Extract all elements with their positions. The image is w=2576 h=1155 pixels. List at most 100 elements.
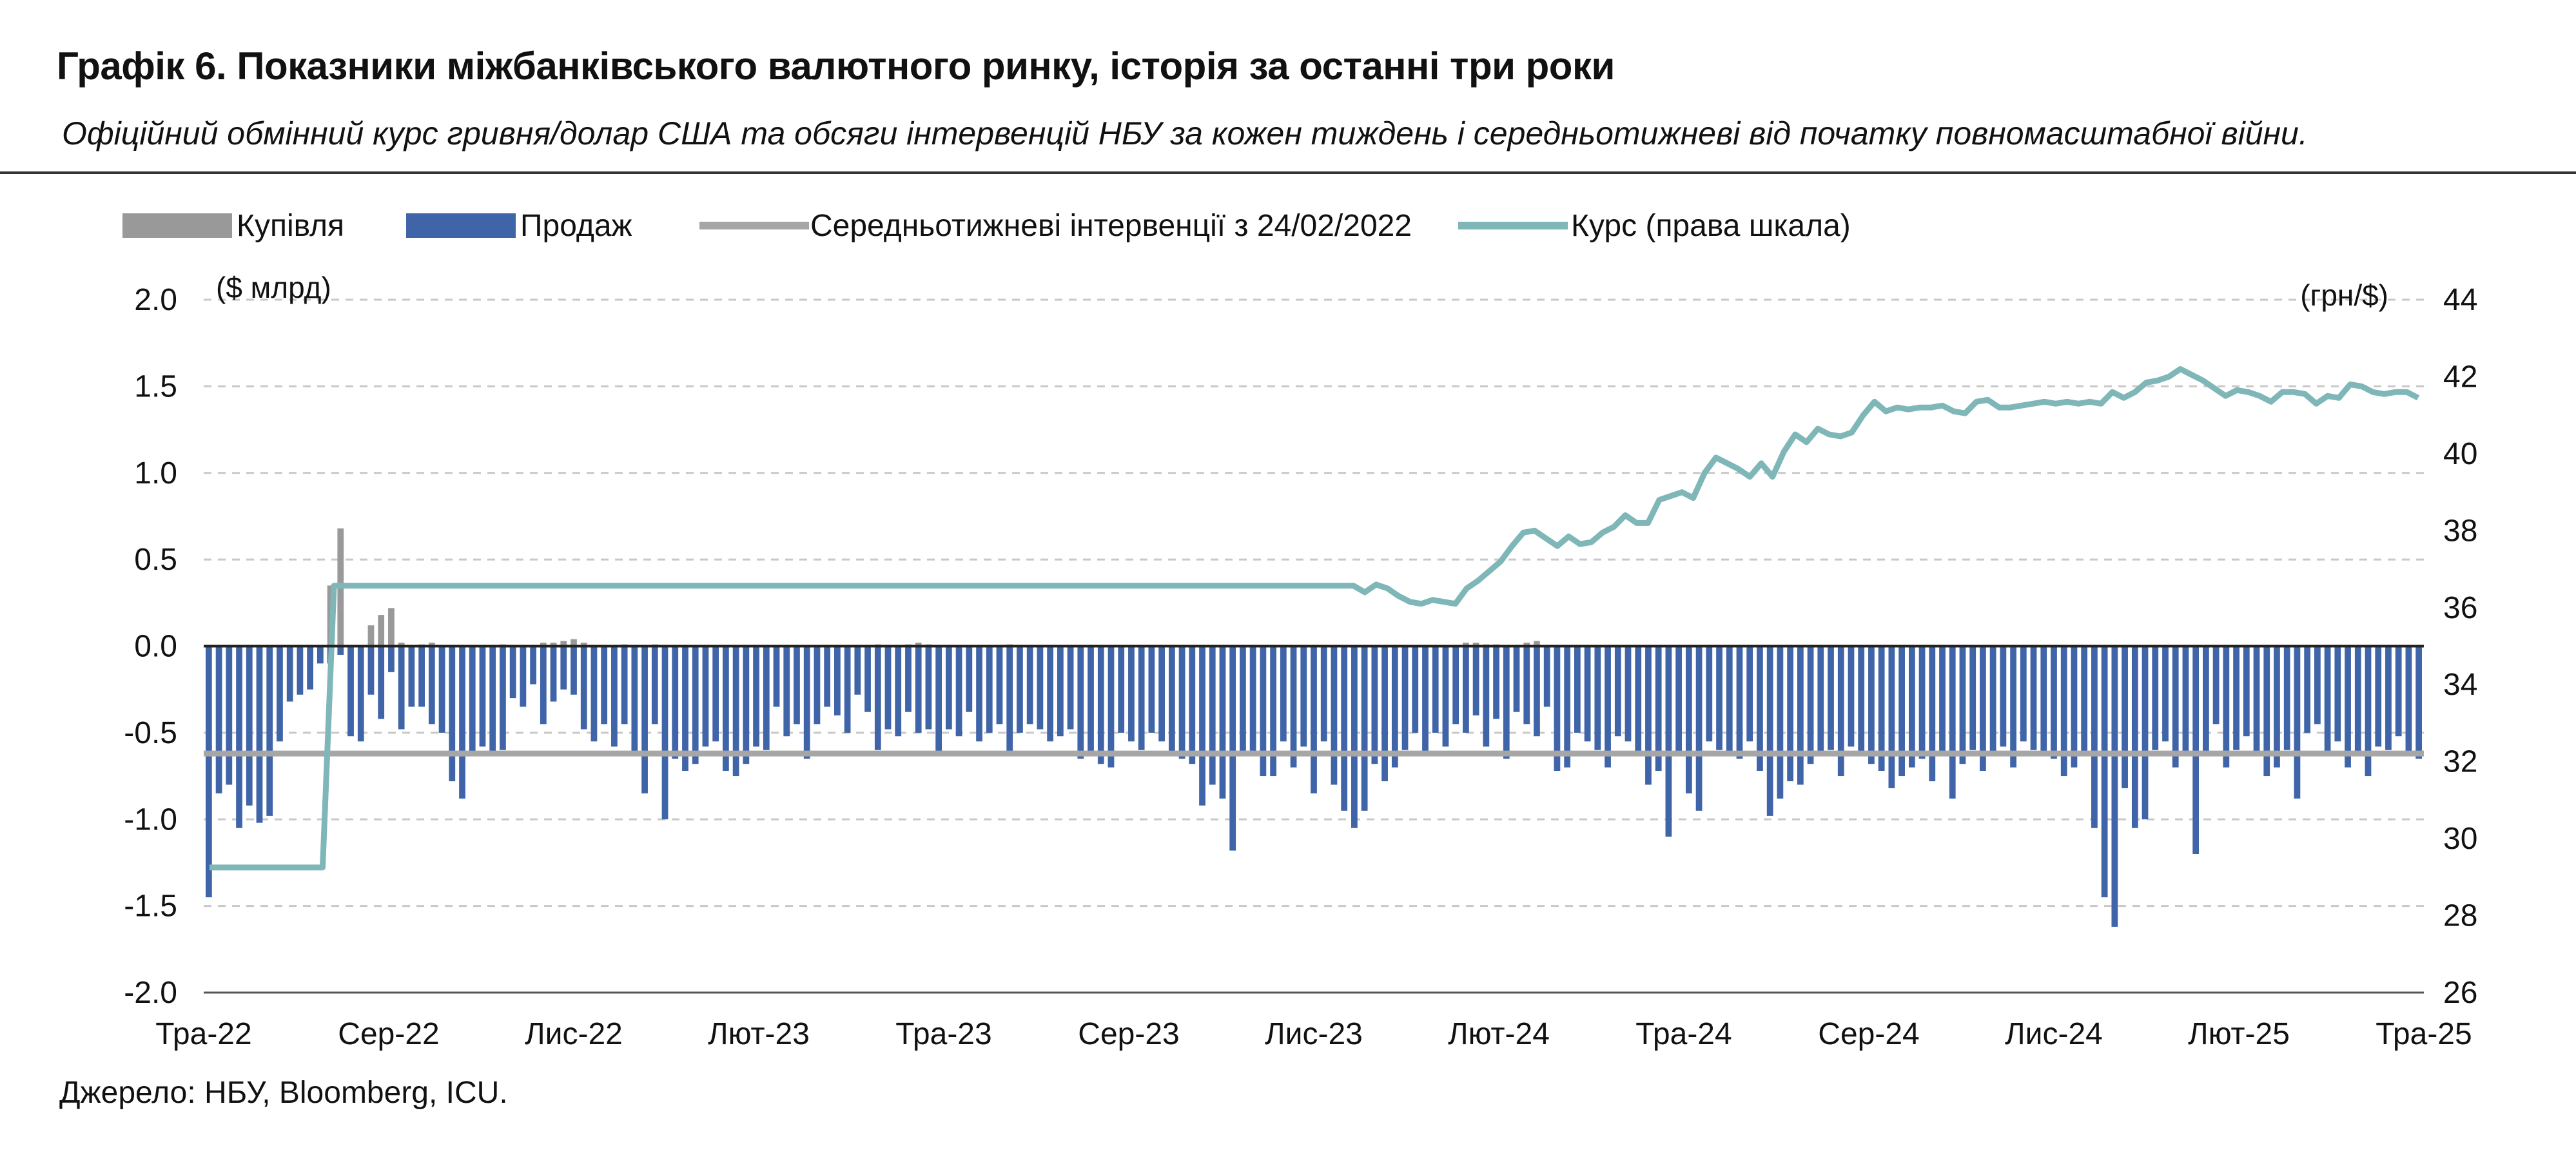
sell-bar [2122, 646, 2128, 788]
sell-bar [2020, 646, 2027, 742]
sell-bar [783, 646, 790, 737]
sell-bar [2345, 646, 2351, 768]
sell-bar [672, 646, 679, 759]
sell-bar [1240, 646, 1246, 754]
sell-bar [357, 646, 364, 742]
x-tick-label: Сер-22 [338, 1017, 439, 1051]
sell-bar [1513, 646, 1520, 712]
sell-bar [1554, 646, 1561, 771]
left-tick-label: 0.5 [134, 543, 177, 577]
sell-bar [1472, 646, 1479, 715]
sell-bar [2223, 646, 2230, 768]
sell-bar [1037, 646, 1044, 730]
legend-label: Середньотижневі інтервенції з 24/02/2022 [810, 209, 1412, 243]
sell-bar [2182, 646, 2189, 754]
sell-bar [550, 646, 557, 702]
sell-bar [966, 646, 973, 712]
sell-bar [266, 646, 273, 816]
sell-bar [2111, 646, 2118, 927]
sell-bar [1270, 646, 1276, 777]
sell-bar [1949, 646, 1956, 799]
chart-subtitle: Офіційний обмінний курс гривня/долар США… [62, 115, 2308, 151]
sell-bar [1614, 646, 1621, 737]
right-tick-label: 38 [2443, 514, 2477, 548]
buy-bar [1523, 643, 1530, 646]
header-divider [0, 171, 2576, 174]
sell-bar [2405, 646, 2412, 754]
sell-bar [1736, 646, 1743, 759]
sell-bar [925, 646, 932, 730]
sell-bar [1168, 646, 1175, 754]
x-tick-label: Лют-25 [2188, 1017, 2290, 1051]
sell-bar [1006, 646, 1013, 754]
sell-bar [803, 646, 810, 759]
right-tick-label: 30 [2443, 822, 2477, 856]
sell-bar [621, 646, 628, 724]
sell-bar [1828, 646, 1834, 750]
sell-bar [1249, 646, 1256, 754]
sell-bar [2274, 646, 2280, 768]
sell-bar [1939, 646, 1946, 754]
sell-bar [1209, 646, 1216, 785]
sell-bar [1412, 646, 1419, 733]
sell-bar [1311, 646, 1317, 793]
sell-bar [489, 646, 496, 754]
left-tick-label: 1.0 [134, 456, 177, 490]
sell-bar [976, 646, 982, 742]
sell-bar [509, 646, 516, 699]
sell-bar [1797, 646, 1804, 785]
sell-bar [1757, 646, 1763, 771]
sell-bar [2212, 646, 2220, 724]
sell-bar [854, 646, 861, 695]
sell-bar [1625, 646, 1632, 742]
sell-bar [540, 646, 547, 724]
sell-bar [1138, 646, 1145, 750]
sell-bar [661, 646, 668, 820]
sell-bar [682, 646, 688, 771]
sell-bar [1837, 646, 1844, 777]
sell-bar [205, 646, 212, 898]
sell-bar [2354, 646, 2361, 754]
sell-bar [1635, 646, 1642, 754]
sell-bar [236, 646, 242, 828]
sell-bar [1878, 646, 1885, 771]
sell-bar [580, 646, 587, 730]
legend: Купівля Продаж Середньотижневі інтервенції… [122, 209, 1851, 243]
legend-label: Продаж [520, 209, 632, 243]
sell-bar [1483, 646, 1490, 747]
sell-bar [1118, 646, 1125, 733]
sell-bar [1675, 646, 1683, 754]
right-tick-label: 28 [2443, 899, 2477, 933]
axes: 2.0 1.5 1.0 0.5 0.0 -0.5 -1.0 -1.5 -2.0 44 42 40 38 3… [124, 283, 2477, 1051]
sell-bar [1898, 646, 1905, 777]
sell-bar [1148, 646, 1155, 733]
sell-bar [1908, 646, 1915, 768]
sell-bar [2162, 646, 2169, 742]
buy-bar [915, 643, 922, 646]
sell-bar [1980, 646, 1986, 771]
sell-bar [2233, 646, 2239, 750]
sell-bar [794, 646, 800, 724]
sell-bar [641, 646, 648, 793]
buy-bar [388, 608, 395, 646]
sell-bar [500, 646, 506, 750]
sell-bar [824, 646, 831, 707]
sell-bar [915, 646, 922, 733]
left-axis-unit: ($ млрд) [216, 271, 331, 304]
right-tick-label: 42 [2443, 360, 2477, 394]
sell-bar [2375, 646, 2382, 747]
sell-bar [277, 646, 283, 742]
sell-bar [1422, 646, 1429, 754]
sell-bar [601, 646, 608, 724]
sell-bar [1584, 646, 1591, 742]
right-axis-unit: (грн/$) [2300, 278, 2388, 312]
sell-bar [520, 646, 527, 707]
sell-bar [1128, 646, 1135, 742]
sell-bar [2415, 646, 2423, 759]
sell-bar [418, 646, 425, 707]
sell-bar [398, 646, 405, 730]
sell-bar [2314, 646, 2321, 724]
chart-title: Графік 6. Показники міжбанківського валю… [57, 44, 1615, 88]
sell-bar [2243, 646, 2250, 737]
sell-bar [1107, 646, 1115, 768]
